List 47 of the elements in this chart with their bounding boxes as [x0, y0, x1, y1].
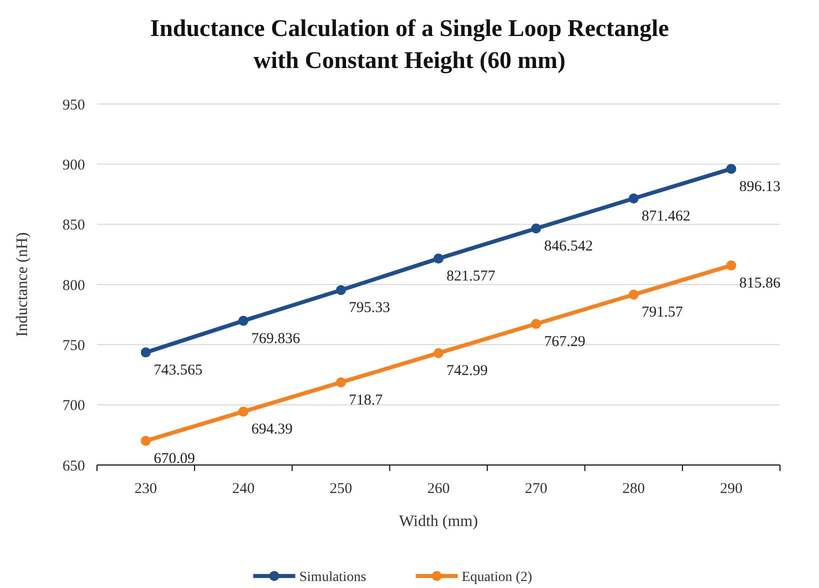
- data-label: 743.565: [154, 362, 203, 378]
- point: [336, 285, 346, 296]
- y-tick-label: 700: [62, 398, 85, 414]
- point: [628, 290, 639, 300]
- data-label: 769.836: [251, 330, 301, 347]
- data-label: 694.39: [251, 422, 293, 438]
- data-label: 791.57: [642, 304, 684, 321]
- data-label: 815.86: [739, 275, 781, 292]
- point: [531, 223, 542, 234]
- chart-title: Inductance Calculation of a Single Loop Rectangle with Constant Height (60 mm): [150, 16, 670, 74]
- legend-label: Simulations: [299, 570, 366, 585]
- data-label: 795.33: [348, 300, 390, 316]
- point: [531, 318, 542, 329]
- data-label: 767.29: [544, 334, 586, 350]
- point: [238, 316, 248, 326]
- point: [726, 164, 736, 174]
- y-tick-label: 900: [62, 157, 85, 174]
- point: [336, 377, 346, 388]
- point: [434, 348, 444, 358]
- x-tick-label: 260: [427, 481, 450, 497]
- data-label: 718.7: [348, 392, 384, 408]
- data-label: 871.462: [642, 208, 690, 225]
- data-label: 846.542: [544, 238, 593, 254]
- x-tick-label: 230: [134, 481, 158, 497]
- x-tick-label: 270: [524, 481, 548, 497]
- legend-label: Equation (2): [462, 570, 532, 585]
- point: [628, 194, 639, 204]
- point: [726, 260, 736, 270]
- y-axis-title: Inductance (nH): [14, 232, 31, 337]
- x-axis-title: Width (mm): [399, 513, 478, 530]
- point: [140, 436, 151, 446]
- y-tick-label: 950: [62, 97, 85, 114]
- point: [434, 254, 444, 264]
- x-tick-label: 240: [232, 481, 255, 497]
- y-tick-label: 750: [62, 338, 85, 354]
- y-tick-label: 850: [62, 218, 85, 234]
- point: [238, 406, 248, 417]
- x-tick-label: 280: [622, 481, 645, 497]
- data-label: 821.577: [446, 268, 496, 285]
- x-tick-label: 250: [330, 481, 352, 497]
- x-tick-label: 290: [720, 481, 742, 497]
- data-label: 742.99: [446, 363, 488, 380]
- data-label: 896.13: [739, 178, 780, 195]
- y-tick-label: 800: [62, 278, 85, 294]
- point: [140, 347, 151, 358]
- y-tick-label: 650: [62, 458, 85, 474]
- data-label: 670.09: [154, 450, 196, 467]
